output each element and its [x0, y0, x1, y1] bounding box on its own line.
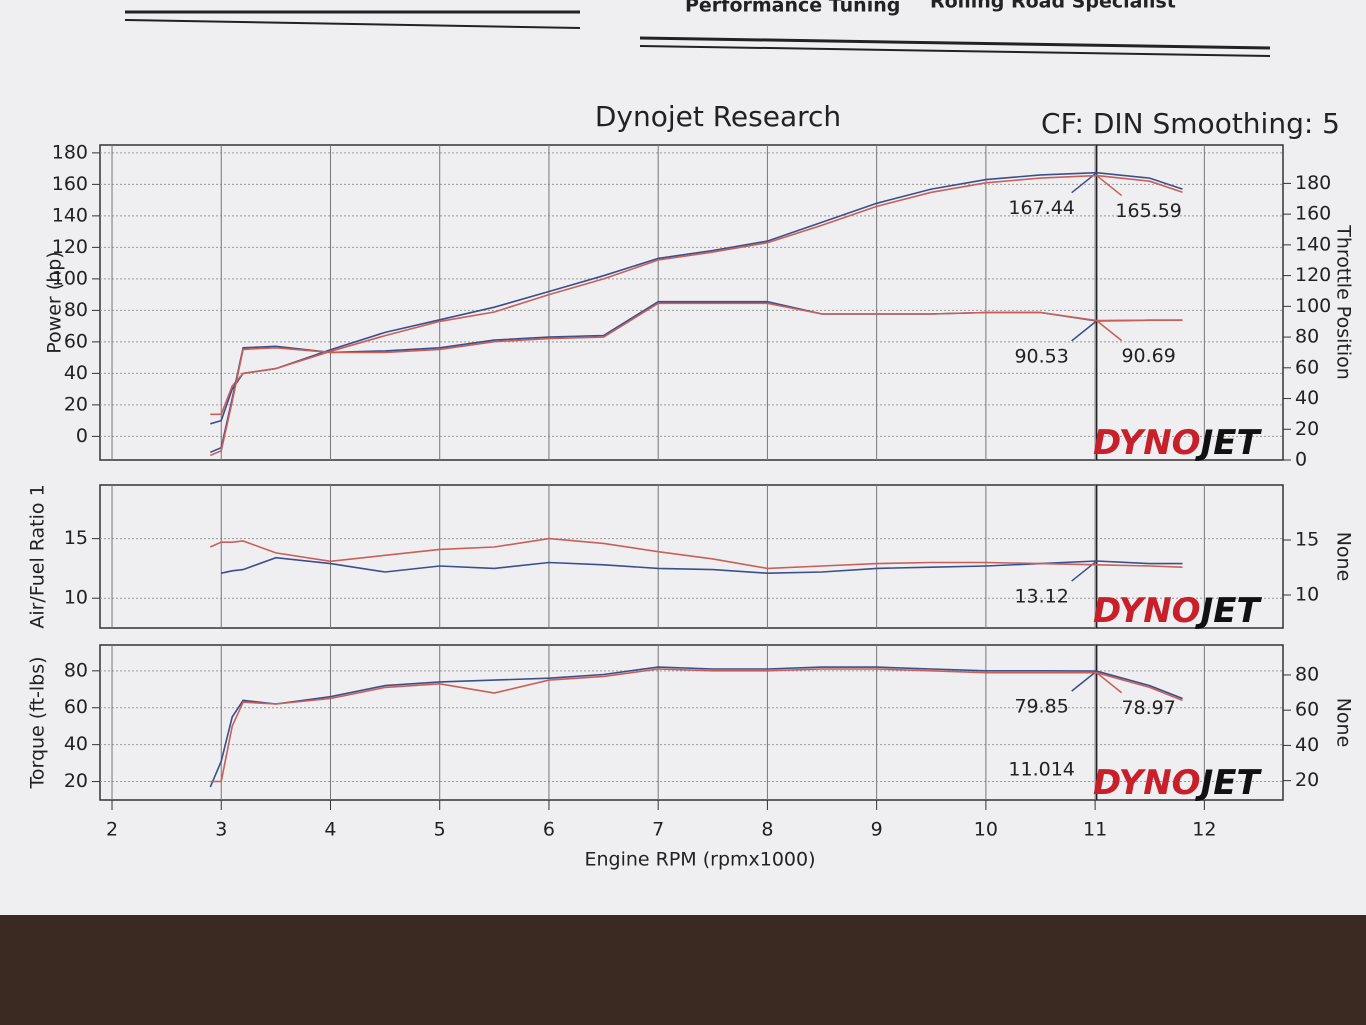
header-rule	[639, 45, 1271, 57]
series-line	[210, 668, 1183, 783]
y-tick-label: 180	[52, 141, 88, 163]
cursor-arrow	[1096, 672, 1123, 694]
series-line	[209, 666, 1183, 788]
header-text: Rolling Road Specialist	[930, 0, 1176, 13]
chart-subtitle: CF: DIN Smoothing: 5	[1041, 107, 1340, 140]
y-axis-label: Air/Fuel Ratio 1	[27, 484, 49, 628]
y2-tick-label: 0	[1295, 449, 1307, 471]
cursor-arrow	[1071, 320, 1098, 342]
y2-tick-label: 180	[1295, 172, 1331, 194]
x-tick-label: 8	[761, 819, 773, 841]
cursor-value: 79.85	[1014, 696, 1068, 718]
y2-tick-label: 140	[1295, 233, 1331, 255]
y-tick-label: 15	[64, 527, 88, 549]
cursor-value: 167.44	[1008, 197, 1074, 219]
plot-area	[99, 644, 1284, 801]
y-tick-label: 80	[64, 299, 88, 321]
y-tick-label: 160	[52, 173, 88, 195]
series-line	[221, 556, 1183, 575]
x-tick-label: 3	[215, 819, 227, 841]
y-tick-label: 140	[52, 204, 88, 226]
y2-axis-label: None	[1333, 698, 1355, 748]
cursor-arrow	[1096, 320, 1123, 342]
header-rule	[124, 19, 581, 29]
plot-area	[99, 484, 1284, 629]
y2-tick-label: 20	[1295, 769, 1319, 791]
x-tick-label: 6	[543, 819, 555, 841]
y2-tick-label: 40	[1295, 387, 1319, 409]
logo: DYNOJET	[1093, 763, 1262, 803]
logo: DYNOJET	[1093, 591, 1262, 631]
header-rule	[639, 36, 1271, 50]
y-axis-label: Power (hp)	[44, 251, 66, 353]
y2-tick-label: 60	[1295, 356, 1319, 378]
y2-tick-label: 20	[1295, 418, 1319, 440]
x-tick-label: 12	[1192, 819, 1216, 841]
logo-part: DYNO	[1093, 591, 1201, 631]
series-line	[209, 537, 1183, 570]
plot-area	[99, 144, 1284, 461]
cursor-arrow	[1096, 174, 1123, 197]
cursor-x-label: 11.014	[1008, 759, 1074, 781]
chart-title: Dynojet Research	[595, 100, 841, 133]
logo-part: DYNO	[1093, 423, 1201, 463]
x-tick-label: 11	[1083, 819, 1107, 841]
y-tick-label: 60	[64, 696, 88, 718]
x-tick-label: 2	[106, 819, 118, 841]
y-tick-label: 60	[64, 330, 88, 352]
y2-tick-label: 120	[1295, 264, 1331, 286]
y-tick-label: 40	[64, 733, 88, 755]
cursor-value: 13.12	[1014, 586, 1068, 608]
series-line	[209, 302, 1183, 457]
y-tick-label: 80	[64, 659, 88, 681]
x-tick-label: 4	[324, 819, 336, 841]
x-tick-label: 5	[434, 819, 446, 841]
y2-axis-label: Throttle Position	[1333, 224, 1355, 380]
y2-tick-label: 10	[1295, 584, 1319, 606]
y2-tick-label: 80	[1295, 326, 1319, 348]
paper	[0, 0, 1366, 915]
cursor-value: 90.53	[1014, 345, 1068, 367]
x-tick-label: 9	[871, 819, 883, 841]
cursor-value: 90.69	[1121, 345, 1175, 367]
y2-tick-label: 60	[1295, 699, 1319, 721]
y2-tick-label: 15	[1295, 529, 1319, 551]
y2-tick-label: 80	[1295, 663, 1319, 685]
x-axis-label: Engine RPM (rpmx1000)	[584, 849, 815, 871]
y-tick-label: 20	[64, 393, 88, 415]
y-tick-label: 10	[64, 587, 88, 609]
y-axis-label: Torque (ft-lbs)	[27, 656, 49, 789]
cursor-value: 78.97	[1121, 697, 1175, 719]
y-tick-label: 20	[64, 770, 88, 792]
series-line	[210, 174, 1183, 416]
cursor-value: 165.59	[1115, 200, 1181, 222]
y2-tick-label: 160	[1295, 203, 1331, 225]
logo-part: JET	[1195, 423, 1263, 463]
cursor-arrow	[1071, 670, 1098, 692]
y-tick-label: 100	[52, 267, 88, 289]
y2-tick-label: 100	[1295, 295, 1331, 317]
y2-tick-label: 40	[1295, 734, 1319, 756]
y-tick-label: 0	[76, 425, 88, 447]
header-text: Performance Tuning	[685, 0, 900, 17]
logo-part: DYNO	[1093, 763, 1201, 803]
y2-axis-label: None	[1333, 532, 1355, 582]
x-tick-label: 10	[974, 819, 998, 841]
y-tick-label: 40	[64, 362, 88, 384]
x-tick-label: 7	[652, 819, 664, 841]
logo-part: JET	[1195, 763, 1263, 803]
y-tick-label: 120	[52, 236, 88, 258]
logo-part: JET	[1195, 591, 1263, 631]
logo: DYNOJET	[1093, 423, 1262, 463]
